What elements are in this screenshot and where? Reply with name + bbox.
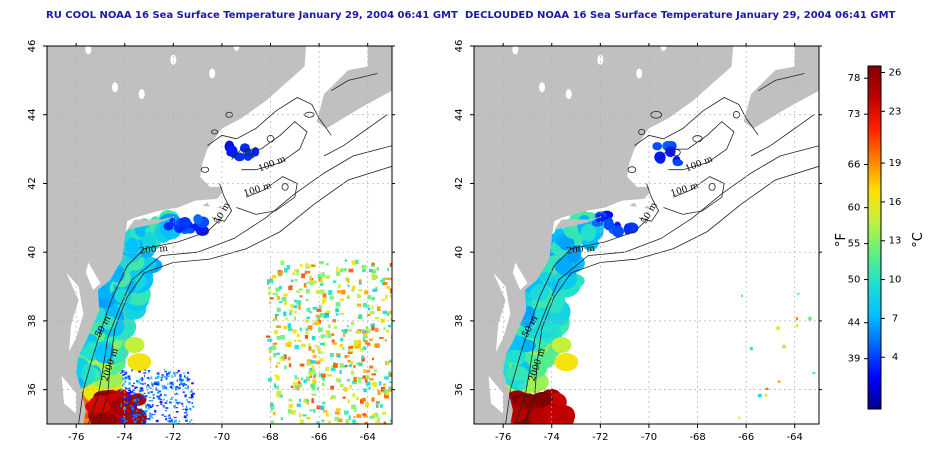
fahrenheit-tick: 44 [848,318,861,329]
map-axes: -76 -74 -72 -70 -68 -66 -64 46 44 42 40 38 36 [27,40,395,443]
celsius-tick: 7 [892,313,898,324]
fahrenheit-tick: 39 [848,354,861,365]
celsius-tick: 16 [889,197,902,208]
left-map-title: RU COOL NOAA 16 Sea Surface Temperature … [46,10,458,21]
right-lat-tick-40: 40 [454,246,465,259]
graticule [474,46,819,424]
right-lon-tick-w64: -64 [787,432,803,443]
map-axes: -76 -74 -72 -70 -68 -66 -64 46 44 42 40 38 36 [454,40,822,443]
fahrenheit-tick: 73 [848,109,861,120]
left-lon-tick-w76: -76 [68,432,84,443]
right-lat-tick-44: 44 [454,108,465,121]
left-lat-tick-44: 44 [27,108,38,121]
right-lon-tick-w72: -72 [592,432,608,443]
landmass [47,46,392,424]
left-lat-tick-42: 42 [27,177,38,190]
right-map-title: DECLOUDED NOAA 16 Sea Surface Temperatur… [465,10,896,21]
map-frame [473,45,820,425]
fahrenheit-tick: 66 [848,160,861,171]
celsius-tick: 10 [889,275,902,286]
right-lat-tick-46: 46 [454,40,465,53]
right-lat-tick-38: 38 [454,315,465,328]
contour-label: 200 m [139,244,169,257]
left-lon-tick-w68: -68 [262,432,278,443]
left-lon-tick-w74: -74 [117,432,133,443]
left-lat-tick-38: 38 [27,315,38,328]
left-lat-tick-40: 40 [27,246,38,259]
fahrenheit-tick: 55 [848,239,861,250]
right-lon-tick-w74: -74 [544,432,560,443]
graticule [47,46,392,424]
colorbar: °F °C 26 23 19 16 13 10 7 4 78 73 66 60 55 50 44 39 [834,65,926,410]
right-lat-tick-42: 42 [454,177,465,190]
celsius-tick: 23 [889,106,902,117]
left-lon-tick-w70: -70 [214,432,230,443]
celsius-tick: 13 [889,236,902,247]
celsius-tick: 19 [889,158,902,169]
fahrenheit-tick: 50 [848,275,861,286]
celsius-tick: 4 [892,352,898,363]
right-lon-tick-w76: -76 [495,432,511,443]
right-lat-tick-36: 36 [454,383,465,396]
right-lon-tick-w70: -70 [641,432,657,443]
left-lon-tick-w64: -64 [360,432,376,443]
fahrenheit-tick: 78 [848,73,861,84]
map-frame [46,45,393,425]
celsius-tick: 26 [889,67,902,78]
colorbar-scale [867,65,882,410]
landmass [474,46,819,424]
fahrenheit-label: °F [834,233,849,247]
right-lon-tick-w66: -66 [738,432,754,443]
celsius-label: °C [911,232,926,248]
left-lon-tick-w66: -66 [311,432,327,443]
contour-label: 200 m [566,244,596,257]
right-lon-tick-w68: -68 [689,432,705,443]
left-lat-tick-46: 46 [27,40,38,53]
left-lon-tick-w72: -72 [165,432,181,443]
left-lat-tick-36: 36 [27,383,38,396]
fahrenheit-tick: 60 [848,203,861,214]
